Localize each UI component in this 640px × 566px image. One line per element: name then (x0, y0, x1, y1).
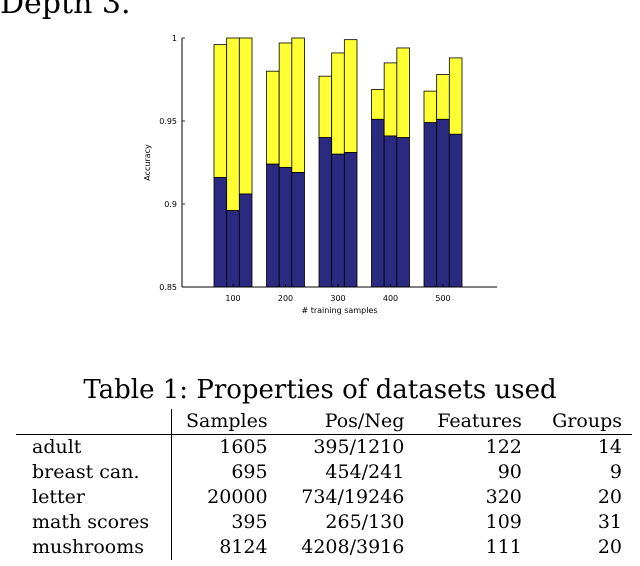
features-cell: 109 (485, 511, 522, 533)
header-blank (16, 409, 172, 435)
bar-upper (278, 42, 293, 168)
header-features: Features (414, 409, 532, 435)
bar-lower (266, 163, 280, 288)
posneg-cell: 395/1210 (313, 436, 405, 458)
dataset-name: math scores (16, 510, 172, 535)
posneg-cell: 265/130 (325, 511, 405, 533)
bar-lower (448, 133, 463, 288)
posneg-cell: 734/19246 (301, 486, 405, 508)
groups-cell: 20 (597, 536, 622, 558)
bar-lower (371, 118, 385, 288)
header-posneg: Pos/Neg (277, 409, 415, 435)
x-tick-label: 200 (278, 294, 293, 303)
x-axis-label: # training samples (301, 306, 377, 315)
bar-upper (396, 47, 410, 138)
bar-upper (423, 90, 438, 124)
samples-cell: 395 (231, 511, 268, 533)
bar-upper (343, 39, 358, 153)
samples-cell: 695 (231, 461, 268, 483)
dataset-name: breast can. (16, 460, 172, 485)
groups-cell: 9 (609, 461, 622, 483)
bar-upper (226, 37, 240, 212)
bar-upper (318, 75, 333, 138)
datasets-table: Samples Pos/Neg Features Groups adult 16… (16, 409, 632, 560)
x-tick-label: 500 (435, 294, 450, 303)
table-row: math scores 395 265/130 109 31 (16, 510, 632, 535)
bar-upper (291, 37, 305, 173)
table-row: breast can. 695 454/241 90 9 (16, 460, 632, 485)
table-caption: Table 1: Properties of datasets used (83, 375, 557, 405)
y-axis-label: Accuracy (143, 144, 152, 181)
dataset-name: letter (16, 485, 172, 510)
table-row: mushrooms 8124 4208/3916 111 20 (16, 535, 632, 560)
groups-cell: 20 (597, 486, 622, 508)
bar-lower (383, 135, 398, 288)
bar-lower (396, 137, 410, 288)
bar-lower (291, 172, 305, 288)
y-tick-label: 0.9 (164, 200, 177, 209)
y-tick-label: 0.95 (159, 117, 177, 126)
bar-lower (423, 122, 438, 288)
samples-cell: 1605 (219, 436, 268, 458)
features-cell: 320 (485, 486, 522, 508)
accuracy-bar-chart: 100 200 300 400 500 0.85 0.9 0.95 1 # training sa… (143, 34, 497, 315)
bar-lower (226, 210, 240, 288)
bar-upper (383, 62, 398, 137)
posneg-cell: 454/241 (325, 461, 405, 483)
y-tick-label: 0.85 (159, 283, 177, 292)
bar-lower (213, 177, 228, 288)
features-cell: 122 (485, 436, 522, 458)
bar-upper (371, 89, 385, 120)
bar-upper (331, 52, 345, 155)
bar-lower (331, 153, 345, 288)
x-tick-label: 300 (330, 294, 345, 303)
bar-upper (436, 74, 450, 120)
table-row: letter 20000 734/19246 320 20 (16, 485, 632, 510)
features-cell: 90 (497, 461, 522, 483)
bar-lower (343, 152, 358, 288)
dataset-name: adult (16, 434, 172, 460)
y-tick-label: 1 (172, 34, 177, 43)
samples-cell: 20000 (207, 486, 268, 508)
table-row: adult 1605 395/1210 122 14 (16, 434, 632, 460)
bar-lower (436, 118, 450, 288)
section-heading: Depth 3. (0, 0, 131, 21)
table-header-row: Samples Pos/Neg Features Groups (16, 409, 632, 435)
header-samples: Samples (171, 409, 278, 435)
bar-lower (278, 167, 293, 288)
features-cell: 111 (485, 536, 522, 558)
x-tick-label: 100 (225, 294, 240, 303)
x-tick-label: 400 (383, 294, 398, 303)
dataset-name: mushrooms (16, 535, 172, 560)
bar-upper (213, 44, 228, 178)
groups-cell: 14 (597, 436, 622, 458)
groups-cell: 31 (597, 511, 622, 533)
posneg-cell: 4208/3916 (301, 536, 405, 558)
header-groups: Groups (531, 409, 632, 435)
bar-lower (238, 193, 253, 288)
bar-upper (238, 37, 253, 195)
bar-lower (318, 137, 333, 288)
samples-cell: 8124 (219, 536, 268, 558)
bar-upper (448, 57, 463, 135)
bar-upper (266, 70, 280, 165)
